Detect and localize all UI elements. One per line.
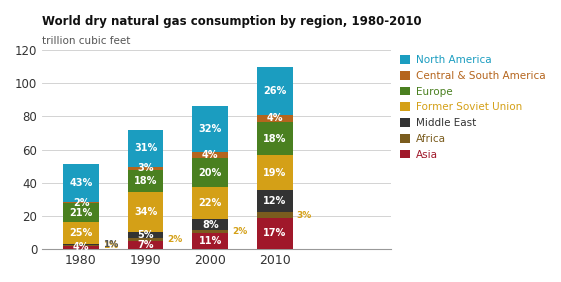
Text: trillion cubic feet: trillion cubic feet: [42, 36, 131, 46]
Bar: [257, 155, 293, 190]
Bar: [63, 222, 99, 244]
Text: 19%: 19%: [263, 168, 287, 178]
Text: 12%: 12%: [263, 196, 287, 206]
Bar: [192, 230, 228, 233]
Bar: [63, 202, 99, 203]
Bar: [257, 212, 293, 218]
Text: 18%: 18%: [134, 176, 157, 186]
Text: 17%: 17%: [263, 228, 287, 239]
Text: 8%: 8%: [202, 220, 219, 230]
Text: 7%: 7%: [137, 240, 154, 250]
Bar: [257, 190, 293, 212]
Bar: [192, 158, 228, 187]
Bar: [63, 244, 99, 245]
Text: 21%: 21%: [70, 208, 93, 218]
Text: 4%: 4%: [202, 150, 218, 160]
Bar: [192, 187, 228, 219]
Text: 32%: 32%: [199, 124, 222, 134]
Text: 34%: 34%: [134, 207, 157, 217]
Text: 3%: 3%: [137, 164, 154, 173]
Text: 2%: 2%: [167, 235, 182, 244]
Bar: [128, 192, 163, 232]
Bar: [128, 238, 163, 241]
Text: 26%: 26%: [263, 86, 287, 96]
Text: World dry natural gas consumption by region, 1980-2010: World dry natural gas consumption by reg…: [42, 15, 422, 28]
Text: 4%: 4%: [73, 243, 89, 252]
Text: 25%: 25%: [70, 228, 93, 238]
Bar: [192, 106, 228, 152]
Bar: [128, 170, 163, 192]
Text: 5%: 5%: [137, 230, 154, 240]
Text: 4%: 4%: [266, 113, 283, 123]
Bar: [63, 245, 99, 246]
Text: 2%: 2%: [73, 197, 89, 208]
Bar: [257, 67, 293, 115]
Text: 43%: 43%: [70, 178, 93, 188]
Bar: [63, 246, 99, 249]
Text: 2%: 2%: [232, 227, 247, 236]
Bar: [128, 232, 163, 238]
Bar: [128, 241, 163, 249]
Text: 1%: 1%: [103, 240, 118, 249]
Text: 20%: 20%: [199, 168, 222, 178]
Text: 1%: 1%: [103, 241, 118, 250]
Text: 3%: 3%: [297, 211, 312, 220]
Text: 31%: 31%: [134, 143, 157, 153]
Bar: [128, 167, 163, 170]
Bar: [257, 218, 293, 249]
Text: 18%: 18%: [263, 134, 287, 144]
Text: 22%: 22%: [199, 198, 222, 208]
Bar: [192, 219, 228, 230]
Bar: [192, 152, 228, 158]
Bar: [63, 203, 99, 222]
Legend: North America, Central & South America, Europe, Former Soviet Union, Middle East: North America, Central & South America, …: [400, 55, 545, 160]
Bar: [63, 164, 99, 202]
Text: 11%: 11%: [199, 236, 222, 246]
Bar: [257, 115, 293, 122]
Bar: [128, 130, 163, 167]
Bar: [192, 233, 228, 249]
Bar: [257, 122, 293, 155]
